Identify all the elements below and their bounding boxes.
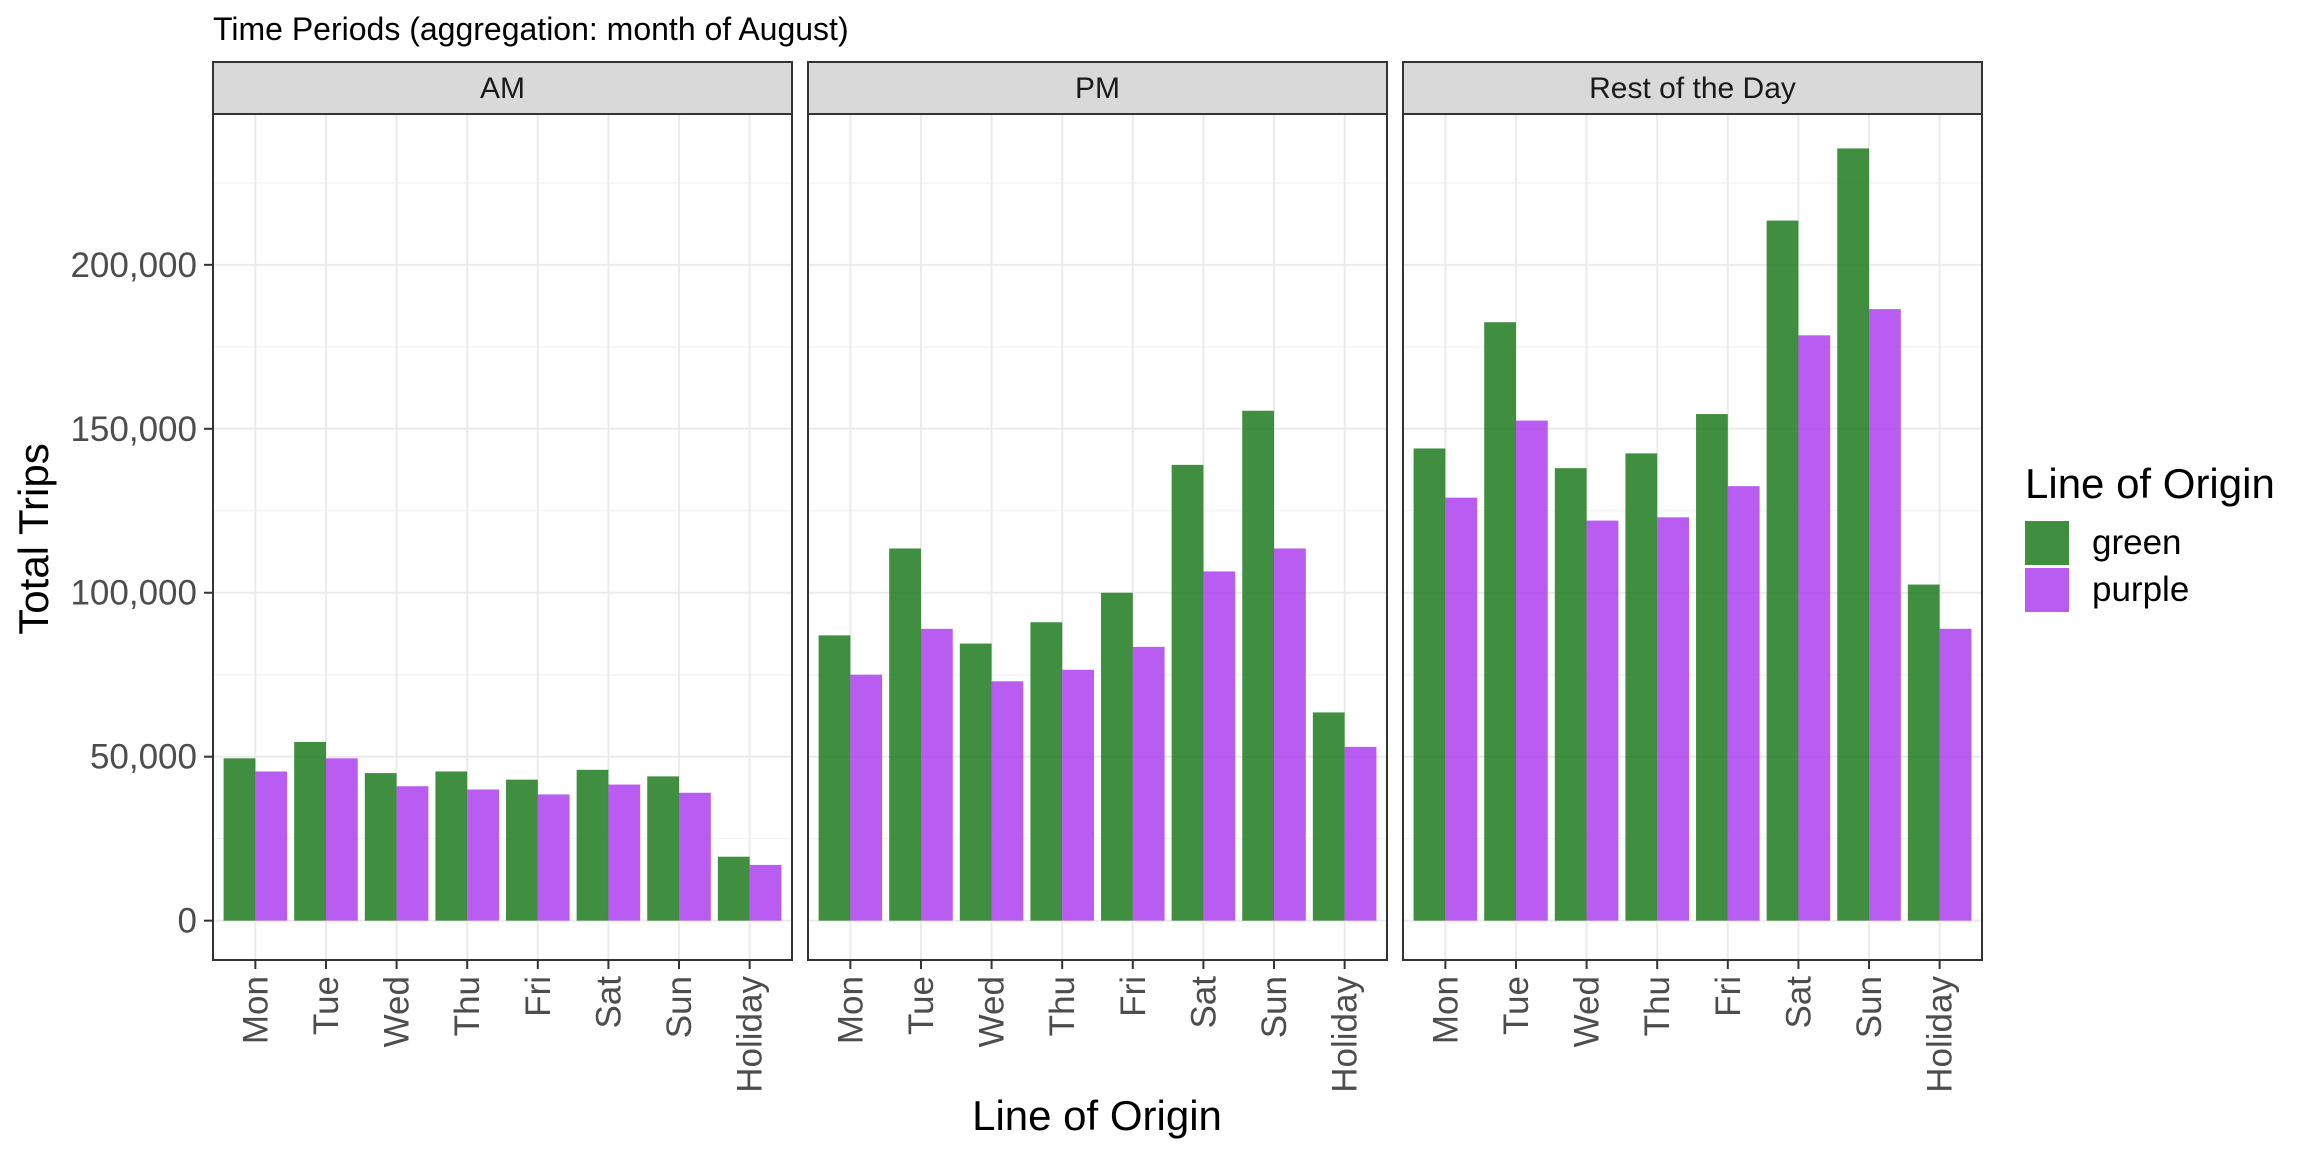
bar-rest-of-the-day-green-sun <box>1837 148 1870 921</box>
bar-pm-green-holiday <box>1312 712 1345 921</box>
x-tick-label: Sun <box>1850 976 1889 1038</box>
bar-rest-of-the-day-purple-sat <box>1798 335 1831 921</box>
bar-rest-of-the-day-green-wed <box>1554 468 1587 921</box>
bar-rest-of-the-day-purple-tue <box>1515 420 1548 921</box>
y-tick-label: 150,000 <box>70 410 197 449</box>
bar-am-purple-sun <box>679 792 711 921</box>
bar-rest-of-the-day-green-mon <box>1413 448 1446 921</box>
bar-pm-green-mon <box>818 635 851 921</box>
x-tick-label: Thu <box>1043 976 1082 1036</box>
x-tick-label: Tue <box>902 976 941 1035</box>
bar-rest-of-the-day-green-holiday <box>1907 584 1940 921</box>
bar-rest-of-the-day-purple-thu <box>1657 517 1689 921</box>
bar-pm-purple-fri <box>1132 646 1165 921</box>
bar-am-purple-wed <box>396 786 429 921</box>
panels-layer: AM Mon Tue Wed Thu Fri Sat Sun Holiday PM Mon Tue We… <box>70 61 1983 1093</box>
x-axis-title: Line of Origin <box>972 1092 1222 1139</box>
facet-strip-label: AM <box>480 72 525 105</box>
y-axis-title: Total Trips <box>10 443 57 634</box>
bar-pm-green-thu <box>1030 622 1063 921</box>
facet-strip-label: Rest of the Day <box>1589 72 1796 105</box>
bar-am-purple-thu <box>467 789 499 921</box>
x-tick-label: Holiday <box>1326 976 1365 1093</box>
x-tick-label: Sat <box>1779 976 1818 1029</box>
bar-am-green-wed <box>364 773 397 921</box>
x-tick-label: Thu <box>1638 976 1677 1036</box>
x-tick-label: Fri <box>519 976 558 1017</box>
y-axis: 0 50,000 100,000 150,000 200,000 <box>70 246 213 941</box>
bar-rest-of-the-day-green-tue <box>1484 322 1516 921</box>
facet-strip <box>1402 61 1983 115</box>
panel-0: AM Mon Tue Wed Thu Fri Sat Sun Holiday <box>212 61 793 1093</box>
y-tick-label: 100,000 <box>70 574 197 613</box>
bar-am-purple-tue <box>325 758 358 921</box>
x-tick-label: Sat <box>589 976 628 1029</box>
x-tick-label: Mon <box>236 976 275 1044</box>
bar-pm-purple-holiday <box>1344 746 1377 921</box>
bar-am-purple-holiday <box>749 864 782 921</box>
bar-pm-green-tue <box>889 548 921 921</box>
y-tick-label: 200,000 <box>70 246 197 285</box>
x-tick-label: Sat <box>1184 976 1223 1029</box>
bar-rest-of-the-day-purple-holiday <box>1939 628 1972 921</box>
bar-rest-of-the-day-green-sat <box>1766 220 1799 921</box>
legend-label-green: green <box>2092 523 2182 562</box>
bar-rest-of-the-day-purple-wed <box>1586 520 1619 921</box>
x-tick-label: Fri <box>1709 976 1748 1017</box>
legend-key-purple <box>2025 568 2069 612</box>
x-tick-label: Fri <box>1114 976 1153 1017</box>
x-tick-label: Mon <box>831 976 870 1044</box>
bar-rest-of-the-day-purple-fri <box>1727 486 1760 921</box>
bar-pm-purple-wed <box>991 681 1024 921</box>
bar-am-green-mon <box>223 758 256 921</box>
bar-pm-purple-mon <box>850 674 883 921</box>
y-tick-label: 0 <box>178 902 197 941</box>
x-tick-label: Wed <box>973 976 1012 1047</box>
x-tick-label: Sun <box>660 976 699 1038</box>
bar-am-green-fri <box>506 779 538 921</box>
bar-rest-of-the-day-green-fri <box>1696 414 1728 921</box>
legend-entries: green purple <box>2025 521 2189 612</box>
legend-label-purple: purple <box>2092 570 2189 609</box>
facet-strip <box>807 61 1388 115</box>
legend-title: Line of Origin <box>2025 460 2275 507</box>
bar-pm-green-sun <box>1242 410 1275 921</box>
facet-strip-label: PM <box>1075 72 1120 105</box>
bar-rest-of-the-day-purple-sun <box>1869 309 1901 921</box>
x-tick-label: Thu <box>448 976 487 1036</box>
bar-pm-purple-thu <box>1062 669 1094 921</box>
facet-strip <box>212 61 793 115</box>
bar-pm-green-sat <box>1171 464 1204 921</box>
panel-2: Rest of the Day Mon Tue Wed Thu Fri Sat Sun Holi… <box>1402 61 1983 1093</box>
legend-key-green <box>2025 521 2069 565</box>
bar-am-green-thu <box>435 771 468 921</box>
bar-am-green-holiday <box>717 856 750 921</box>
chart-title: Time Periods (aggregation: month of Augu… <box>213 11 849 47</box>
bar-pm-green-fri <box>1101 592 1133 921</box>
bar-am-purple-sat <box>608 784 641 921</box>
bar-am-purple-fri <box>537 794 570 921</box>
bar-pm-purple-sun <box>1274 548 1306 921</box>
x-tick-label: Tue <box>1497 976 1536 1035</box>
bar-am-green-tue <box>294 741 326 921</box>
bar-pm-purple-sat <box>1203 571 1236 921</box>
bar-rest-of-the-day-green-thu <box>1625 453 1658 921</box>
bar-pm-purple-tue <box>920 628 953 921</box>
bar-am-purple-mon <box>255 771 288 921</box>
y-tick-label: 50,000 <box>90 738 197 777</box>
x-tick-label: Sun <box>1255 976 1294 1038</box>
bar-am-green-sun <box>647 776 680 921</box>
bar-rest-of-the-day-purple-mon <box>1445 497 1478 921</box>
bar-am-green-sat <box>576 769 609 921</box>
x-tick-label: Holiday <box>731 976 770 1093</box>
x-tick-label: Wed <box>1568 976 1607 1047</box>
x-tick-label: Tue <box>307 976 346 1035</box>
x-tick-label: Wed <box>378 976 417 1047</box>
bar-pm-green-wed <box>959 643 992 921</box>
x-tick-label: Mon <box>1426 976 1465 1044</box>
x-tick-label: Holiday <box>1921 976 1960 1093</box>
panel-1: PM Mon Tue Wed Thu Fri Sat Sun Holiday <box>807 61 1388 1093</box>
